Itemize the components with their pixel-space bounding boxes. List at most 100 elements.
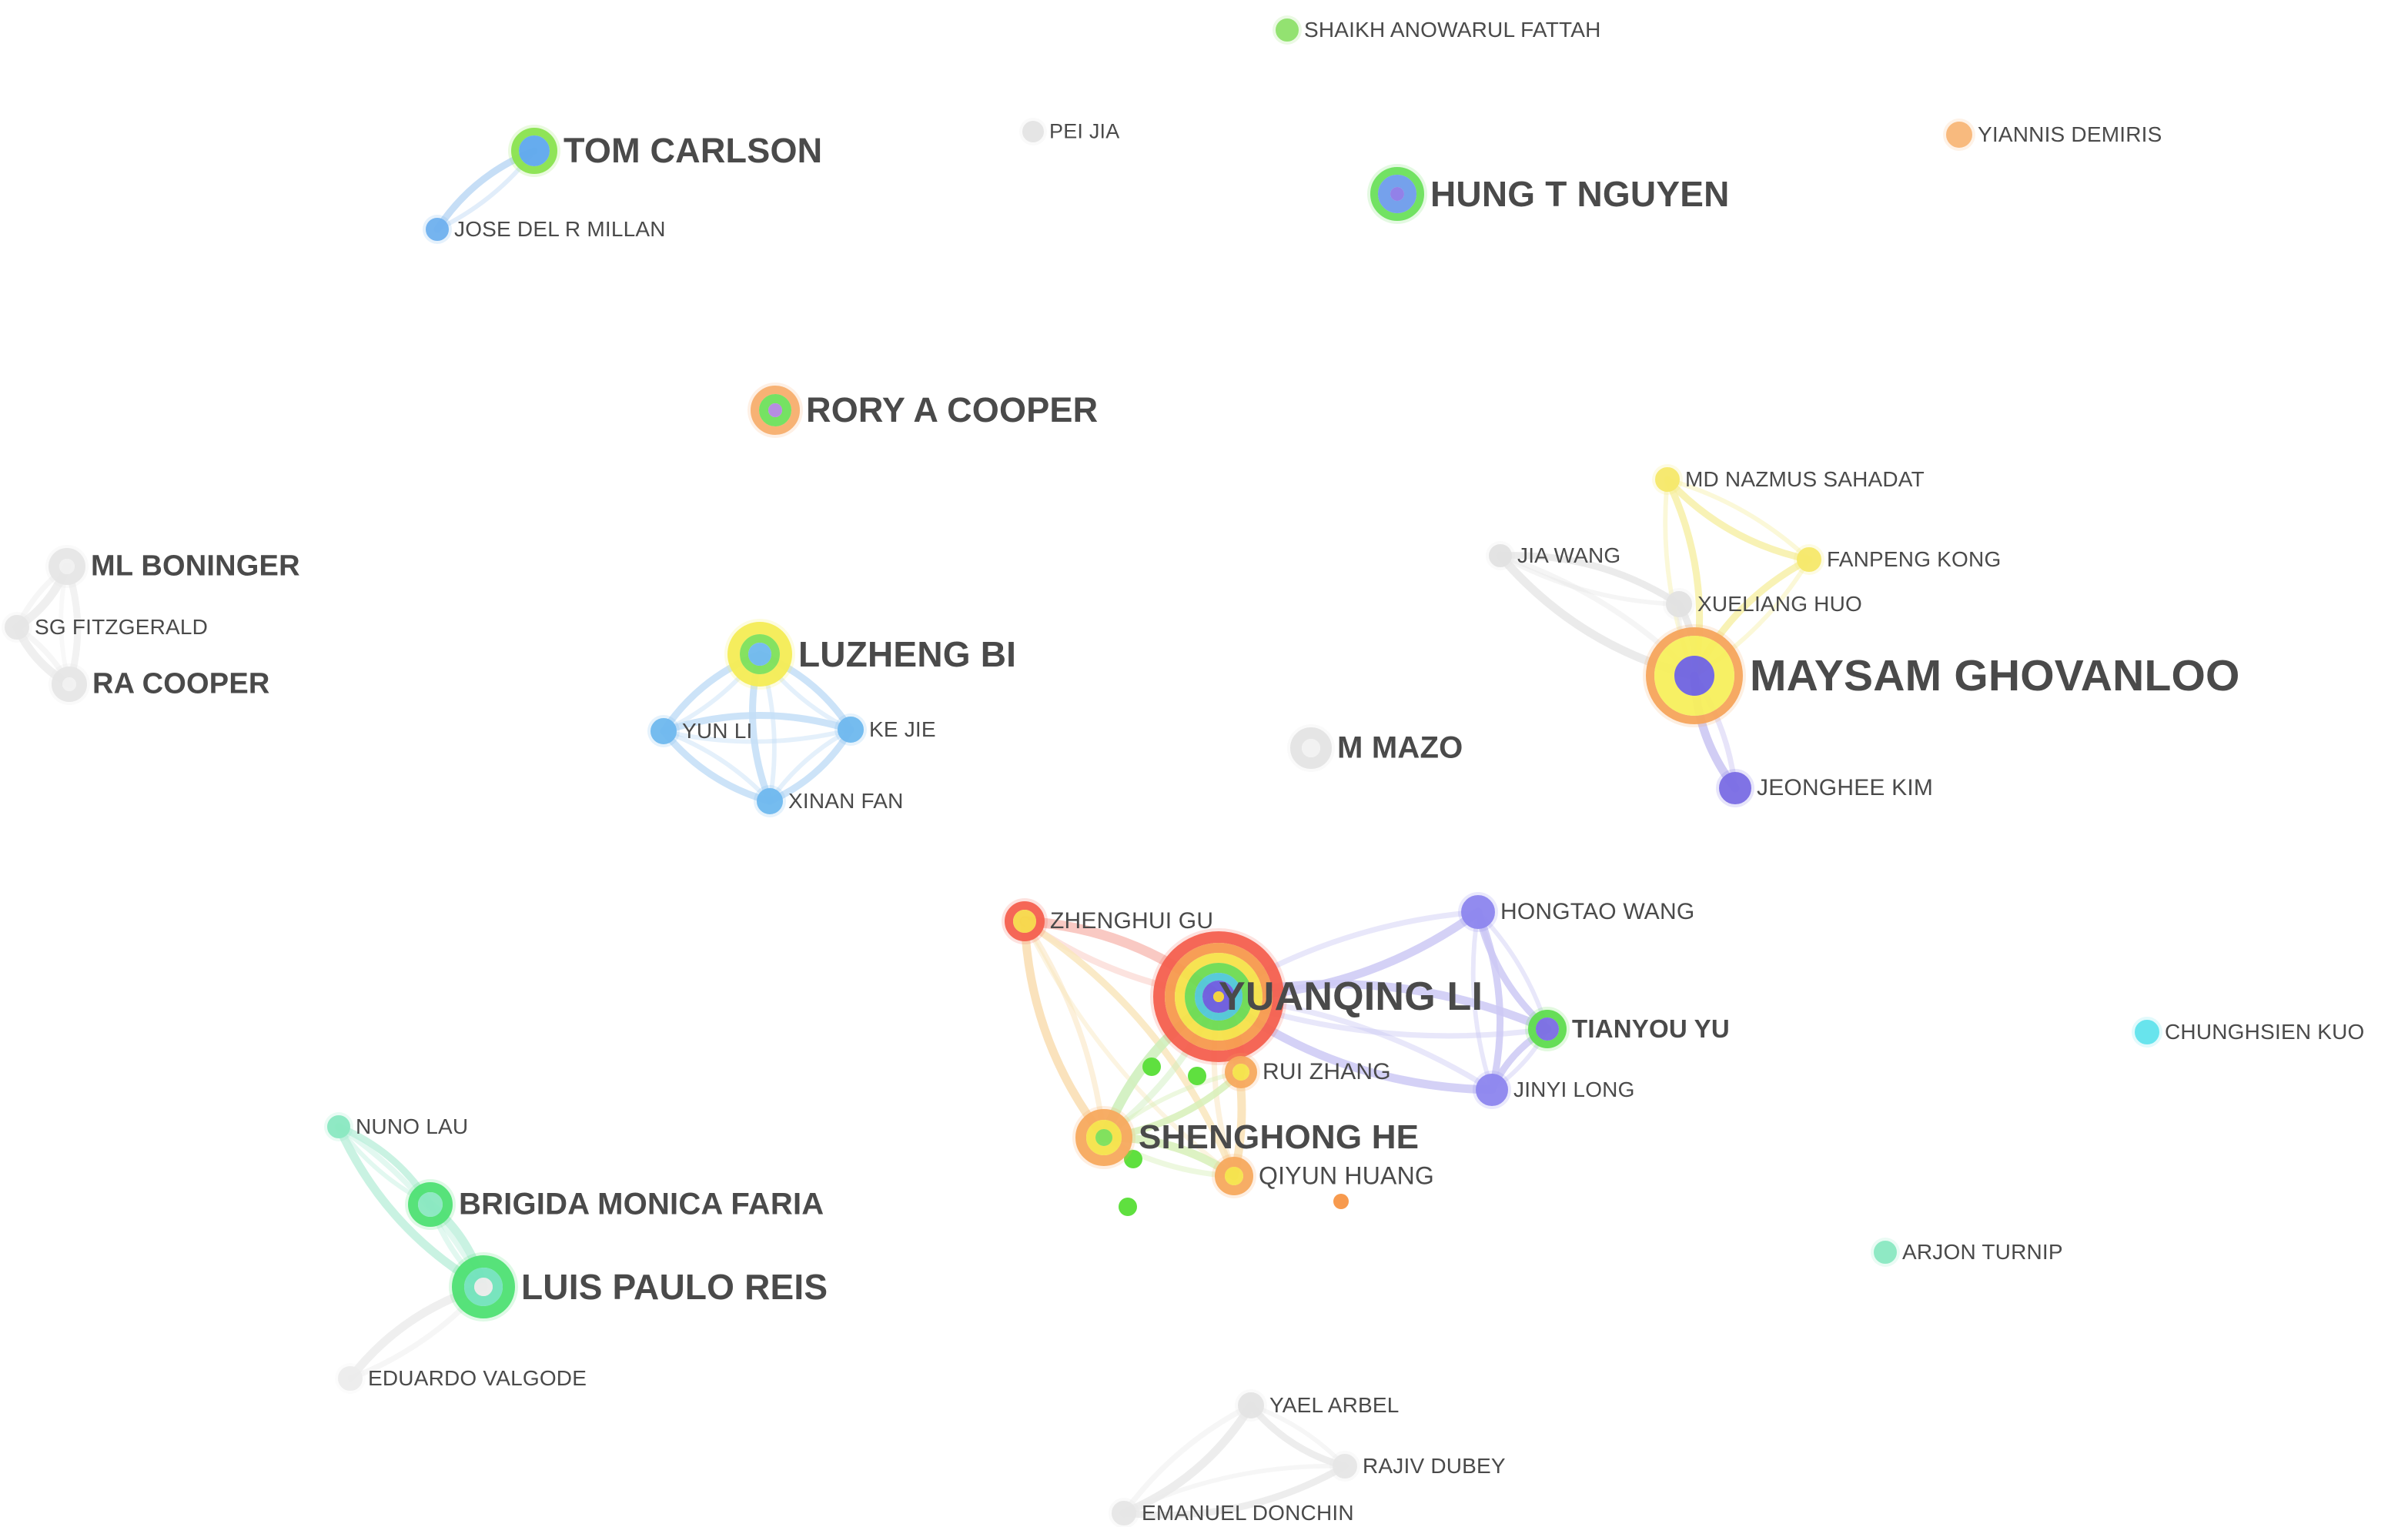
cocitation-link: [1022, 918, 1107, 1141]
citation-ring: [759, 394, 791, 426]
author-node-brigida-monica-faria[interactable]: [405, 1179, 456, 1230]
citation-ring: [1276, 18, 1299, 42]
satellite-nodes-layer: [1119, 1058, 1349, 1216]
author-node-rui-zhang[interactable]: [1222, 1053, 1260, 1091]
author-node-jinyi-long[interactable]: [1473, 1071, 1511, 1109]
citation-ring: [1290, 727, 1332, 769]
cocitation-link: [1498, 553, 1681, 606]
satellite-node[interactable]: [1142, 1058, 1161, 1076]
author-node-jose-del-r-millan[interactable]: [423, 215, 452, 244]
author-node-luzheng-bi[interactable]: [724, 619, 795, 690]
author-node-emanuel-donchin[interactable]: [1109, 1498, 1139, 1527]
citation-ring: [426, 218, 449, 241]
author-node-hongtao-wang[interactable]: [1458, 892, 1498, 932]
citation-ring: [1165, 943, 1273, 1051]
cocitation-link: [1247, 1402, 1349, 1470]
cocitation-link: [660, 727, 774, 805]
author-node-hung-t-nguyen[interactable]: [1367, 164, 1427, 224]
author-node-jia-wang[interactable]: [1486, 541, 1515, 570]
citation-ring: [48, 548, 85, 585]
author-node-rajiv-dubey[interactable]: [1329, 1451, 1360, 1482]
citation-ring: [464, 1268, 503, 1306]
author-node-qiyun-huang[interactable]: [1212, 1154, 1256, 1198]
author-node-yiannis-demiris[interactable]: [1943, 119, 1975, 151]
citation-ring: [1302, 739, 1320, 757]
citation-ring: [62, 677, 76, 691]
citation-ring: [452, 1255, 515, 1318]
citation-ring: [1225, 1167, 1243, 1185]
citation-ring: [418, 1192, 443, 1217]
cocitation-link: [1664, 476, 1813, 563]
citation-ring: [338, 1366, 363, 1391]
author-node-zhenghui-gu[interactable]: [1002, 898, 1048, 944]
citation-ring: [751, 386, 800, 435]
citation-ring: [1213, 991, 1224, 1002]
author-node-chunghsien-kuo[interactable]: [2132, 1017, 2162, 1048]
citation-ring: [1946, 122, 1972, 148]
author-node-tianyou-yu[interactable]: [1525, 1007, 1570, 1051]
author-node-md-nazmus-sahadat[interactable]: [1652, 464, 1683, 495]
citation-ring: [1013, 910, 1036, 933]
citation-ring: [727, 622, 792, 687]
citation-ring: [1086, 1120, 1122, 1155]
citation-ring: [1528, 1010, 1567, 1048]
author-node-ke-jie[interactable]: [834, 713, 867, 746]
citation-ring: [1874, 1241, 1897, 1264]
citation-ring: [838, 717, 864, 743]
citation-ring: [1112, 1501, 1136, 1525]
cocitation-link: [1021, 917, 1238, 1180]
citation-ring: [1238, 1392, 1264, 1418]
citation-ring: [59, 559, 75, 574]
cocitation-link: [661, 727, 853, 744]
citation-ring: [1476, 1074, 1508, 1106]
cocitation-link: [660, 712, 855, 735]
satellite-node[interactable]: [1124, 1150, 1142, 1168]
citation-ring: [1195, 973, 1242, 1021]
citation-ring: [740, 634, 780, 674]
author-node-fanpeng-kong[interactable]: [1794, 544, 1824, 575]
citation-ring: [1095, 1129, 1112, 1146]
author-node-ml-boninger[interactable]: [45, 545, 89, 588]
citation-ring: [1333, 1454, 1357, 1479]
citation-ring: [1075, 1109, 1132, 1166]
author-node-rory-a-cooper[interactable]: [747, 383, 803, 438]
citation-ring: [1225, 1056, 1257, 1088]
citation-ring: [1797, 547, 1821, 572]
cocitation-link: [1474, 908, 1504, 1094]
author-node-xinan-fan[interactable]: [754, 785, 786, 817]
citation-ring: [2135, 1020, 2159, 1044]
author-node-yuanqing-li[interactable]: [1150, 928, 1287, 1065]
cocitation-link: [1119, 1401, 1256, 1518]
author-node-maysam-ghovanloo[interactable]: [1643, 624, 1746, 727]
author-node-shenghong-he[interactable]: [1072, 1106, 1135, 1169]
author-node-jeonghee-kim[interactable]: [1716, 769, 1754, 807]
author-node-shaikh-anowarul-fattah[interactable]: [1273, 15, 1302, 45]
citation-ring: [1370, 167, 1424, 221]
satellite-node[interactable]: [1333, 1194, 1349, 1209]
author-node-ra-cooper[interactable]: [48, 663, 90, 705]
satellite-node[interactable]: [1119, 1198, 1137, 1216]
citation-ring: [757, 788, 783, 814]
citation-ring: [474, 1278, 493, 1296]
author-node-eduardo-valgode[interactable]: [335, 1363, 366, 1394]
satellite-node[interactable]: [1188, 1067, 1206, 1085]
author-node-nuno-lau[interactable]: [324, 1112, 353, 1141]
citation-ring: [1232, 1064, 1249, 1081]
author-node-pei-jia[interactable]: [1019, 118, 1047, 145]
author-node-sg-fitzgerald[interactable]: [2, 612, 32, 643]
author-node-yael-arbel[interactable]: [1235, 1389, 1267, 1422]
citation-ring: [1022, 121, 1044, 142]
author-node-yun-li[interactable]: [647, 715, 680, 747]
citation-ring: [1536, 1017, 1559, 1041]
author-node-xueliang-huo[interactable]: [1663, 588, 1695, 620]
author-node-m-mazo[interactable]: [1287, 724, 1335, 772]
author-node-tom-carlson[interactable]: [508, 125, 560, 177]
author-node-arjon-turnip[interactable]: [1871, 1238, 1900, 1267]
citation-ring: [1666, 591, 1692, 617]
citation-ring: [1674, 656, 1714, 696]
citation-ring: [768, 403, 782, 417]
author-node-luis-paulo-reis[interactable]: [449, 1252, 518, 1322]
citation-ring: [327, 1115, 350, 1138]
